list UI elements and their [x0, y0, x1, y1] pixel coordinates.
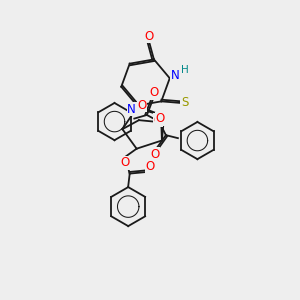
Text: O: O — [145, 160, 154, 173]
Text: O: O — [150, 148, 159, 161]
Text: O: O — [145, 30, 154, 43]
Text: O: O — [153, 114, 163, 127]
Text: O: O — [150, 86, 159, 99]
Text: S: S — [181, 96, 188, 109]
Text: N: N — [127, 103, 136, 116]
Text: O: O — [120, 156, 129, 169]
Text: O: O — [137, 99, 147, 112]
Text: O: O — [155, 112, 164, 125]
Text: H: H — [182, 65, 189, 75]
Text: N: N — [171, 69, 179, 82]
